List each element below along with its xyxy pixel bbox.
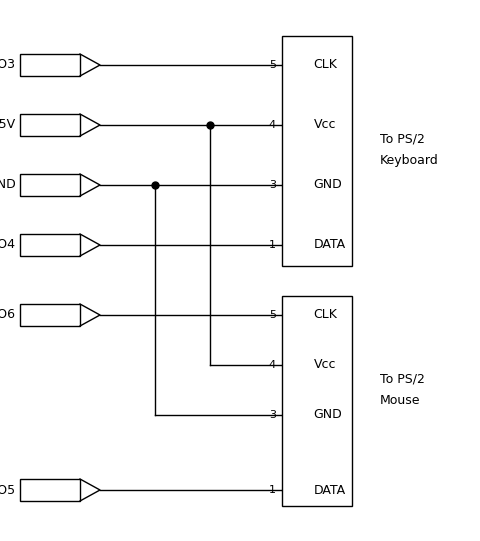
Text: 3: 3: [269, 410, 276, 420]
Bar: [20, 304, 80, 326]
Text: +5V: +5V: [0, 118, 16, 131]
Text: To PS/2
Mouse: To PS/2 Mouse: [380, 373, 425, 407]
Text: DIO5: DIO5: [0, 484, 16, 497]
Bar: [20, 234, 80, 256]
Text: DIO6: DIO6: [0, 308, 16, 321]
Text: 5: 5: [269, 60, 276, 70]
Text: 4: 4: [269, 120, 276, 130]
Text: CLK: CLK: [313, 58, 337, 71]
Text: GND: GND: [313, 408, 342, 421]
Text: DATA: DATA: [313, 239, 346, 252]
Text: GND: GND: [0, 179, 16, 192]
Text: 1: 1: [269, 485, 276, 495]
Text: GND: GND: [313, 179, 342, 192]
Text: To PS/2
Keyboard: To PS/2 Keyboard: [380, 133, 439, 167]
Bar: [20, 114, 80, 136]
Bar: [282, 296, 352, 506]
Bar: [20, 54, 80, 76]
Text: DATA: DATA: [313, 484, 346, 497]
Bar: [20, 174, 80, 196]
Text: 4: 4: [269, 360, 276, 370]
Text: CLK: CLK: [313, 308, 337, 321]
Text: 5: 5: [269, 310, 276, 320]
Text: 3: 3: [269, 180, 276, 190]
Bar: [282, 36, 352, 266]
Text: 1: 1: [269, 240, 276, 250]
Text: Vcc: Vcc: [313, 118, 336, 131]
Bar: [20, 479, 80, 501]
Text: DIO4: DIO4: [0, 239, 16, 252]
Text: Vcc: Vcc: [313, 359, 336, 372]
Text: DIO3: DIO3: [0, 58, 16, 71]
